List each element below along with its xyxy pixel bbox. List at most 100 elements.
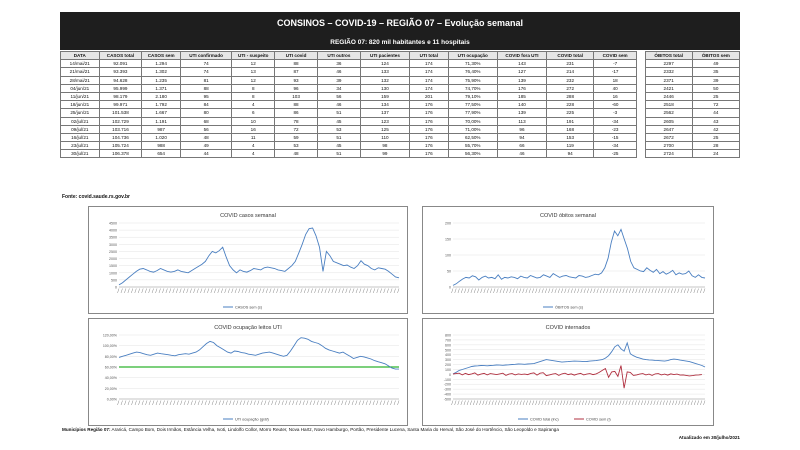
table-cell: 2647 bbox=[644, 124, 693, 134]
x-tick-mark bbox=[473, 288, 476, 294]
x-tick-mark bbox=[331, 288, 334, 294]
table-cell: -25 bbox=[593, 149, 638, 159]
x-tick-mark bbox=[148, 288, 151, 294]
table-cell: 51 bbox=[316, 132, 361, 143]
table-cell bbox=[636, 141, 646, 150]
table-cell: 78 bbox=[274, 116, 318, 126]
legend-label: UTI ocupação (gráf) bbox=[235, 418, 269, 422]
table-row: 30/jul/21 106.378 654 44 4 48 51 99 176 56,30% 46 9… bbox=[60, 149, 741, 159]
x-tick-mark bbox=[271, 400, 274, 406]
x-tick-mark bbox=[684, 400, 687, 406]
table-cell: 2446 bbox=[644, 91, 693, 102]
table-cell: 56 bbox=[179, 124, 233, 134]
chart-icu-occupancy-svg: COVID ocupação leitos UTI 0,00% 20,00% 40,0… bbox=[103, 325, 400, 422]
table-column-header: UTI total bbox=[409, 50, 449, 61]
table-cell: 176 bbox=[409, 108, 449, 118]
x-tick-mark bbox=[252, 288, 255, 294]
x-tick-mark bbox=[619, 400, 622, 406]
x-tick-mark bbox=[667, 288, 670, 294]
x-tick-mark bbox=[661, 288, 664, 294]
x-tick-mark bbox=[665, 400, 668, 406]
x-tick-mark bbox=[593, 288, 596, 294]
table-cell: 09/jul/21 bbox=[60, 124, 100, 134]
table-cell: 132 bbox=[359, 75, 411, 85]
table-cell: 18 bbox=[593, 75, 638, 85]
table-cell: 2297 bbox=[644, 59, 693, 69]
x-tick-mark bbox=[599, 288, 602, 294]
table-cell: 35 bbox=[691, 67, 741, 77]
table-cell: 133 bbox=[359, 67, 411, 77]
table-cell: 10 bbox=[231, 116, 276, 126]
x-tick-mark bbox=[257, 400, 260, 406]
x-tick-mark bbox=[197, 400, 200, 406]
y-tick-label: 500 bbox=[445, 348, 451, 352]
y-tick-label: 50 bbox=[447, 270, 451, 274]
table-cell: 8 bbox=[231, 91, 276, 102]
x-tick-mark bbox=[278, 400, 281, 406]
y-tick-label: 700 bbox=[445, 338, 451, 342]
table-cell: -60 bbox=[593, 100, 638, 110]
table-cell: -34 bbox=[593, 116, 638, 126]
table-cell: 134 bbox=[359, 100, 411, 110]
table-cell: 43 bbox=[691, 116, 741, 126]
table-cell: 24 bbox=[691, 149, 741, 159]
x-tick-mark bbox=[323, 400, 326, 406]
y-tick-label: 4500 bbox=[109, 222, 117, 226]
x-tick-mark bbox=[210, 288, 213, 294]
x-tick-mark bbox=[631, 400, 634, 406]
x-tick-mark bbox=[238, 288, 241, 294]
x-tick-mark bbox=[373, 288, 376, 294]
x-tick-mark bbox=[690, 400, 693, 406]
x-tick-mark bbox=[317, 288, 320, 294]
x-tick-mark bbox=[176, 400, 179, 406]
table-cell: 94 bbox=[546, 149, 595, 159]
x-tick-mark bbox=[279, 288, 282, 294]
series-line bbox=[452, 365, 702, 389]
table-cell: 46 bbox=[496, 149, 548, 159]
table-cell: 74 bbox=[179, 67, 233, 77]
table-cell: 95 bbox=[179, 91, 233, 102]
x-tick-mark bbox=[648, 288, 651, 294]
table-cell: 25 bbox=[691, 91, 741, 102]
x-tick-mark bbox=[155, 400, 158, 406]
x-tick-mark bbox=[220, 288, 223, 294]
table-cell: 176 bbox=[409, 149, 449, 159]
table-cell: 2605 bbox=[644, 116, 693, 126]
table-cell: 102.729 bbox=[98, 116, 143, 126]
x-tick-mark bbox=[557, 288, 560, 294]
table-cell: 8 bbox=[231, 83, 276, 93]
chart-title: COVID ocupação leitos UTI bbox=[214, 325, 282, 331]
table-column-header: COVID fora UTI bbox=[496, 50, 548, 61]
table-cell: 96 bbox=[274, 83, 318, 93]
table-cell: 71,30% bbox=[447, 59, 498, 69]
y-tick-label: -400 bbox=[444, 393, 451, 397]
table-cell: 139 bbox=[496, 108, 548, 118]
x-tick-mark bbox=[496, 288, 499, 294]
x-tick-mark bbox=[651, 288, 654, 294]
x-tick-mark bbox=[390, 400, 393, 406]
x-tick-mark bbox=[186, 288, 189, 294]
y-tick-label: 2500 bbox=[109, 250, 117, 254]
x-tick-mark bbox=[386, 288, 389, 294]
y-tick-label: 60,00% bbox=[105, 366, 118, 370]
table-cell bbox=[636, 92, 646, 101]
page-subtitle: REGIÃO 07: 820 mil habitantes e 11 hospi… bbox=[60, 34, 740, 50]
table-column-header: UTI confirmado bbox=[179, 50, 233, 61]
x-tick-mark bbox=[190, 400, 193, 406]
table-cell: 987 bbox=[141, 124, 181, 134]
x-tick-mark bbox=[486, 288, 489, 294]
table-cell: 191 bbox=[546, 116, 595, 126]
x-tick-mark bbox=[687, 288, 690, 294]
x-tick-mark bbox=[572, 400, 575, 406]
x-tick-mark bbox=[569, 400, 572, 406]
x-tick-mark bbox=[145, 400, 148, 406]
table-cell: 53 bbox=[274, 141, 318, 151]
y-tick-label: -100 bbox=[444, 378, 451, 382]
x-tick-mark bbox=[554, 288, 557, 294]
table-column-header: COVID sem bbox=[593, 50, 638, 61]
x-tick-mark bbox=[586, 288, 589, 294]
table-cell: 2672 bbox=[644, 132, 693, 143]
x-tick-mark bbox=[196, 288, 199, 294]
x-tick-mark bbox=[600, 400, 603, 406]
x-tick-mark bbox=[703, 400, 706, 406]
